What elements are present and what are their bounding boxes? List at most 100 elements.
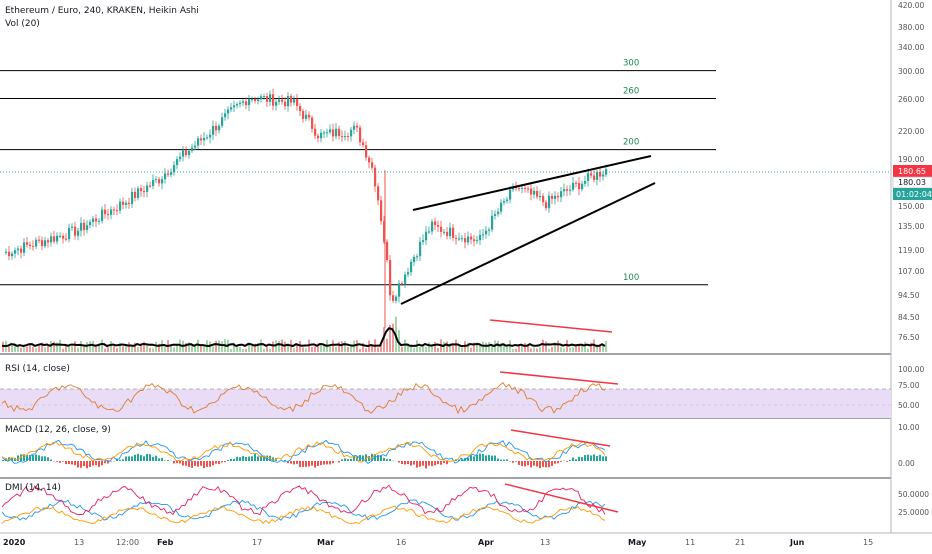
- volume-bar: [203, 347, 205, 352]
- volume-bar: [122, 346, 124, 352]
- macd-histogram-bar: [398, 461, 400, 463]
- candle-body: [368, 158, 370, 163]
- candle-body: [500, 203, 502, 212]
- candle-body: [599, 172, 601, 176]
- volume-bar: [89, 341, 91, 352]
- candle-body: [350, 130, 352, 137]
- macd-histogram-bar: [584, 455, 586, 461]
- candle-body: [320, 133, 322, 138]
- macd-histogram-bar: [209, 461, 211, 467]
- candle-body: [200, 138, 202, 140]
- candle-body: [491, 216, 493, 230]
- volume-bar: [461, 347, 463, 352]
- volume-bar: [542, 340, 544, 352]
- last-price-text: 180.65: [898, 167, 926, 176]
- candle-body: [197, 138, 199, 145]
- macd-histogram-bar: [320, 461, 322, 465]
- candle-body: [542, 196, 544, 202]
- volume-bar: [71, 346, 73, 352]
- time-tick: May: [628, 538, 647, 547]
- price-tick: 150.00: [898, 202, 924, 211]
- volume-bar: [578, 346, 580, 352]
- volume-bar: [35, 348, 37, 352]
- candle-body: [530, 189, 532, 195]
- macd-histogram-bar: [131, 456, 133, 461]
- candle-body: [152, 180, 154, 186]
- macd-histogram-bar: [146, 454, 148, 461]
- macd-histogram-bar: [341, 459, 343, 461]
- macd-histogram-bar: [104, 461, 106, 463]
- volume-bar: [251, 345, 253, 352]
- candle-body: [467, 237, 469, 243]
- candle-body: [131, 192, 133, 204]
- time-tick: 15: [863, 538, 873, 547]
- macd-histogram-bar: [524, 461, 526, 466]
- macd-histogram-bar: [536, 461, 538, 467]
- candle-body: [356, 126, 358, 128]
- candle-body: [119, 202, 121, 211]
- candle-body: [299, 106, 301, 111]
- candle-body: [113, 209, 115, 210]
- volume-bar: [434, 342, 436, 352]
- candle-body: [503, 201, 505, 203]
- time-tick: 16: [396, 538, 406, 547]
- candle-body: [89, 222, 91, 225]
- candle-body: [149, 186, 151, 187]
- candle-body: [413, 257, 415, 262]
- candle-body: [587, 173, 589, 181]
- volume-bar: [86, 342, 88, 352]
- volume-bar: [116, 348, 118, 352]
- candle-body: [122, 202, 124, 205]
- candle-body: [389, 260, 391, 295]
- macd-histogram-bar: [128, 456, 130, 461]
- price-tick: 380.00: [898, 23, 924, 32]
- macd-histogram-bar: [350, 459, 352, 461]
- macd-histogram-bar: [557, 461, 559, 463]
- macd-histogram-bar: [47, 457, 49, 461]
- volume-bar: [581, 346, 583, 352]
- macd-histogram-bar: [2, 460, 4, 461]
- macd-histogram-bar: [386, 459, 388, 461]
- macd-histogram-bar: [428, 461, 430, 466]
- candle-body: [380, 200, 382, 221]
- macd-histogram-bar: [605, 456, 607, 461]
- macd-histogram-bar: [407, 461, 409, 464]
- candle-body: [479, 235, 481, 240]
- volume-bar: [101, 340, 103, 352]
- macd-histogram-bar: [101, 461, 103, 465]
- volume-bar: [197, 340, 199, 352]
- macd-histogram-bar: [296, 461, 298, 464]
- macd-histogram-bar: [551, 461, 553, 466]
- candle-body: [437, 225, 439, 227]
- candle-body: [431, 222, 433, 232]
- candle-body: [359, 128, 361, 143]
- macd-histogram-bar: [311, 461, 313, 466]
- macd-histogram-bar: [35, 455, 37, 461]
- macd-histogram-bar: [224, 461, 226, 462]
- macd-histogram-bar: [185, 461, 187, 466]
- price-tick: 135.00: [898, 222, 924, 231]
- macd-histogram-bar: [38, 455, 40, 461]
- macd-histogram-bar: [500, 460, 502, 461]
- volume-bar: [239, 347, 241, 352]
- candle-body: [53, 236, 55, 241]
- candle-body: [554, 196, 556, 199]
- macd-histogram-bar: [431, 461, 433, 466]
- macd-histogram-bar: [194, 461, 196, 466]
- candle-body: [560, 191, 562, 197]
- candle-body: [332, 129, 334, 136]
- volume-bar: [557, 340, 559, 352]
- candle-body: [335, 129, 337, 137]
- macd-histogram-bar: [71, 461, 73, 464]
- macd-histogram-bar: [347, 459, 349, 461]
- volume-bar: [305, 348, 307, 352]
- prev-price-text: 180.03: [898, 178, 926, 187]
- candle-body: [287, 96, 289, 106]
- macd-histogram-bar: [206, 461, 208, 467]
- volume-bar: [539, 347, 541, 352]
- volume-bar: [452, 344, 454, 352]
- candle-body: [392, 295, 394, 301]
- volume-bar: [548, 349, 550, 352]
